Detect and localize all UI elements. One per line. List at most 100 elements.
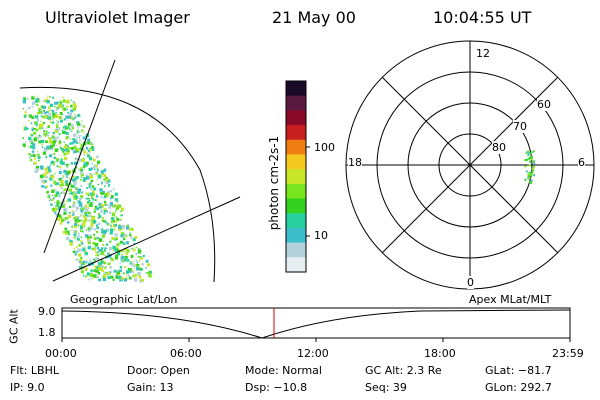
emission-speckle bbox=[96, 275, 99, 278]
emission-speckle bbox=[100, 260, 103, 263]
emission-speckle bbox=[50, 121, 52, 124]
emission-speckle bbox=[65, 148, 68, 150]
emission-speckle bbox=[85, 261, 88, 264]
emission-speckle bbox=[58, 178, 62, 181]
emission-speckle bbox=[36, 111, 40, 115]
emission-speckle bbox=[79, 147, 83, 151]
emission-speckle bbox=[80, 124, 83, 127]
emission-speckle bbox=[54, 194, 58, 197]
polar-emission-speckle bbox=[528, 164, 531, 167]
emission-speckle bbox=[53, 211, 57, 214]
emission-speckle bbox=[66, 165, 68, 168]
emission-speckle bbox=[131, 269, 134, 272]
emission-speckle bbox=[64, 232, 68, 235]
emission-speckle bbox=[43, 134, 45, 136]
emission-speckle bbox=[145, 272, 147, 274]
emission-speckle bbox=[59, 139, 61, 141]
emission-speckle bbox=[73, 223, 75, 225]
emission-speckle bbox=[78, 139, 81, 142]
emission-speckle bbox=[79, 225, 84, 230]
emission-speckle bbox=[22, 143, 26, 147]
emission-speckle bbox=[49, 154, 53, 158]
emission-speckle bbox=[121, 224, 125, 229]
emission-speckle bbox=[30, 133, 32, 136]
emission-speckle bbox=[133, 274, 138, 278]
emission-speckle bbox=[78, 265, 81, 268]
emission-speckle bbox=[103, 209, 106, 213]
emission-speckle bbox=[36, 136, 40, 140]
emission-speckle bbox=[50, 203, 53, 206]
emission-speckle bbox=[38, 159, 40, 162]
emission-speckle bbox=[119, 269, 122, 273]
emission-speckle bbox=[65, 217, 68, 220]
emission-speckle bbox=[102, 244, 105, 246]
emission-speckle bbox=[59, 117, 61, 119]
emission-speckle bbox=[47, 116, 52, 120]
emission-speckle bbox=[59, 102, 62, 105]
emission-speckle bbox=[83, 150, 86, 153]
emission-speckle bbox=[109, 273, 111, 275]
emission-speckle bbox=[80, 240, 83, 243]
emission-speckle bbox=[62, 114, 64, 116]
emission-speckle bbox=[112, 188, 115, 191]
emission-speckle bbox=[109, 197, 112, 200]
emission-speckle bbox=[84, 226, 86, 228]
emission-speckle bbox=[114, 228, 116, 231]
emission-speckle bbox=[57, 121, 59, 123]
polar-lat-label-70: 70 bbox=[513, 120, 527, 133]
emission-speckle bbox=[110, 202, 113, 205]
emission-speckle bbox=[81, 207, 85, 211]
emission-speckle bbox=[103, 178, 106, 181]
emission-speckle bbox=[31, 134, 34, 137]
emission-speckle bbox=[104, 193, 108, 197]
emission-speckle bbox=[62, 96, 64, 99]
emission-speckle bbox=[95, 193, 98, 196]
emission-speckle bbox=[93, 233, 96, 236]
emission-speckle bbox=[110, 257, 114, 261]
emission-speckle bbox=[137, 248, 139, 250]
emission-speckle bbox=[102, 277, 107, 282]
emission-speckle bbox=[28, 106, 31, 110]
emission-speckle bbox=[98, 202, 102, 207]
emission-speckle bbox=[28, 153, 31, 156]
emission-speckle bbox=[42, 115, 46, 119]
emission-speckle bbox=[105, 184, 107, 186]
polar-emission-speckle bbox=[531, 150, 534, 153]
emission-speckle bbox=[50, 146, 53, 148]
emission-speckle bbox=[83, 132, 85, 134]
emission-speckle bbox=[49, 198, 52, 201]
emission-speckle bbox=[104, 203, 107, 206]
emission-speckle bbox=[24, 114, 27, 117]
emission-speckle bbox=[74, 222, 77, 226]
emission-speckle bbox=[64, 208, 68, 212]
emission-speckle bbox=[80, 208, 84, 212]
emission-speckle bbox=[112, 278, 115, 281]
emission-speckle bbox=[52, 115, 56, 119]
emission-speckle bbox=[120, 232, 125, 236]
emission-speckle bbox=[88, 219, 91, 222]
emission-speckle bbox=[80, 229, 83, 232]
emission-speckle bbox=[64, 192, 67, 195]
colorbar-band bbox=[286, 110, 306, 126]
emission-speckle bbox=[91, 185, 95, 188]
emission-speckle bbox=[101, 192, 104, 195]
emission-speckle bbox=[106, 222, 109, 225]
emission-speckle bbox=[110, 225, 113, 228]
emission-speckle bbox=[66, 149, 70, 153]
emission-speckle bbox=[38, 134, 42, 138]
emission-speckle bbox=[84, 204, 88, 208]
colorbar-band bbox=[286, 125, 306, 141]
emission-speckle bbox=[46, 191, 49, 194]
emission-speckle bbox=[53, 136, 57, 141]
emission-speckle bbox=[48, 140, 53, 144]
emission-speckle bbox=[49, 164, 51, 166]
emission-speckle bbox=[128, 276, 132, 280]
emission-speckle bbox=[112, 245, 116, 250]
emission-speckle bbox=[129, 236, 133, 239]
polar-emission-speckle bbox=[527, 150, 530, 153]
emission-speckle bbox=[125, 274, 128, 277]
emission-speckle bbox=[75, 258, 79, 261]
emission-speckle bbox=[28, 146, 30, 148]
emission-speckle bbox=[74, 191, 78, 194]
emission-speckle bbox=[55, 108, 58, 111]
